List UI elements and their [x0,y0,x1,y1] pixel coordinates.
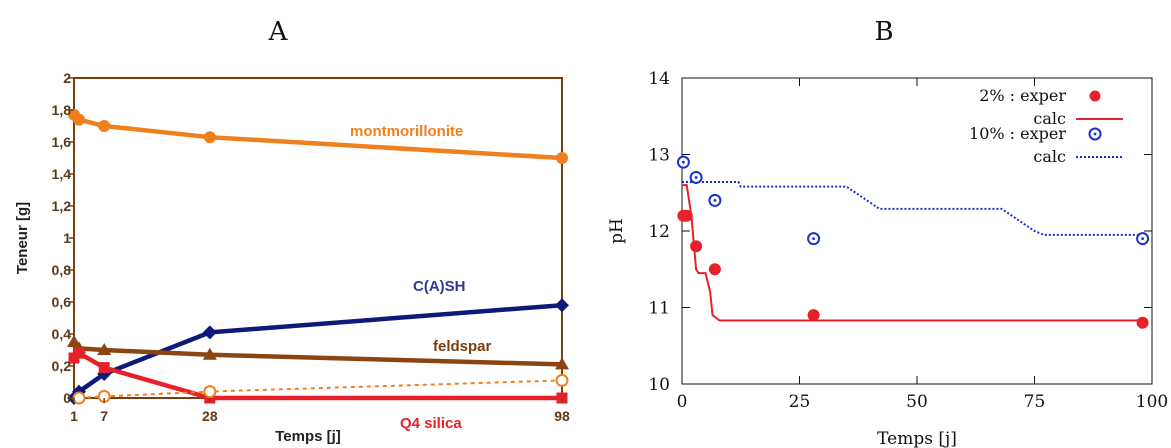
panel-a-chart: A 0 0,2 0,4 0,6 0,8 1 1,2 1,4 1,6 1,8 2 1 7 28 98 Tene… [14,17,570,445]
panel-a-point-montmorillonite [73,113,86,126]
panel-b-y-tick-label: 10 [648,375,670,395]
panel-a-y-tick-label: 1,6 [52,134,72,150]
panel-b-legend: 2% : exper calc 10% : exper calc [969,86,1123,166]
panel-a-y-tick-label: 1 [63,230,71,246]
label-montmorillonite: montmorillonite [350,123,463,140]
panel-b-y-tick-label: 14 [648,69,670,89]
panel-b-point-2-exper-0 [1136,316,1149,329]
panel-b-y-tick-label: 12 [648,222,670,242]
panel-a-point-feldspar [67,335,81,347]
legend-2pct-calc-label: calc [1033,109,1066,128]
panel-a-line-series [78,379,563,399]
panel-b-x-tick-label: 0 [677,392,688,412]
panel-a-line-montmorillonite [72,113,563,161]
panel-b-point-10-exper-2-dot [812,237,815,241]
panel-b-x-tick-label: 25 [789,392,811,412]
panel-b-point-10-exper-2-dot [1141,237,1144,241]
panel-b-line-calc-3 [682,181,1143,236]
legend-10pct-exper-label: 10% : exper [969,124,1066,143]
panel-b-point-10-exper-2-dot [694,176,698,179]
panel-b-point-10-exper-2-dot [713,199,717,202]
panel-a-point-feldspar [202,347,217,360]
panel-b-point-10-exper-2-dot [682,160,685,164]
panel-a-y-tick-label: 1,2 [52,198,72,214]
panel-b-plot-frame [681,77,1153,385]
panel-b-y-axis-label: pH [607,218,627,244]
panel-a-point-feldspar [555,357,569,370]
panel-a-x-tick-label: 1 [70,408,78,424]
panel-a-y-tick-label: 2 [63,70,71,86]
panel-b-point-2-exper-0 [807,309,820,322]
panel-b-y-tick-label: 13 [648,146,670,166]
panel-a-x-tick-label: 7 [100,408,108,424]
panel-b-x-tick-label: 50 [906,392,928,412]
panel-a-point-montmorillonite [98,120,111,132]
panel-a-point-q4-silica [73,347,85,359]
legend-10pct-exper-marker-dot [1093,132,1097,136]
panel-b-y-tick-label: 11 [648,299,670,319]
panel-a-point-q4-silica [98,362,110,374]
panel-a-x-axis-label: Temps [j] [275,428,341,445]
panel-b-point-2-exper-0 [690,240,703,253]
panel-b-x-tick-label: 100 [1136,392,1168,412]
panel-a-y-tick-label: 0,8 [52,262,72,278]
panel-b-line-calc-1 [682,184,1143,322]
panel-a-point-montmorillonite [556,152,568,164]
panel-b-x-axis-label: Temps [j] [877,429,957,448]
panel-a-y-tick-label: 1,4 [52,166,72,182]
panel-b-point-2-exper-0 [680,209,693,222]
panel-a-y-tick-label: 0,2 [52,358,72,374]
panel-a-point-series [203,385,217,399]
panel-a-point-series [72,391,86,405]
panel-a-x-tick-label: 98 [554,408,570,424]
panel-a-point-c-a-sh [202,325,217,340]
panel-a-y-tick-label: 0,4 [52,326,72,342]
panel-a-point-feldspar [97,343,112,355]
panel-a-point-montmorillonite [203,131,216,144]
panel-a-y-tick-label: 0 [63,390,71,406]
panel-a-label: A [268,17,289,47]
label-casH: C(A)SH [413,278,466,295]
panel-b-label: B [874,17,893,47]
panel-a-y-tick-label: 1,8 [52,102,72,118]
panel-a-y-tick-label: 0,6 [52,294,72,310]
panel-b-point-2-exper-0 [708,263,721,276]
legend-10pct-exper-marker [1088,127,1102,141]
panel-a-y-axis-label: Teneur [g] [14,202,31,274]
legend-10pct-calc-label: calc [1033,147,1066,166]
panel-a-x-tick-label: 28 [202,408,218,424]
panel-b-x-tick-label: 75 [1024,392,1046,412]
panel-a-point-series [555,373,569,387]
panel-a-point-c-a-sh [555,298,569,313]
label-q4-silica: Q4 silica [400,415,462,432]
legend-2pct-exper-marker [1089,90,1101,102]
legend-2pct-exper-label: 2% : exper [979,86,1066,105]
label-feldspar: feldspar [433,338,492,355]
panel-b-chart: B 10 11 12 13 14 0 25 50 75 100 pH Temps [j] 2% :… [607,17,1168,448]
